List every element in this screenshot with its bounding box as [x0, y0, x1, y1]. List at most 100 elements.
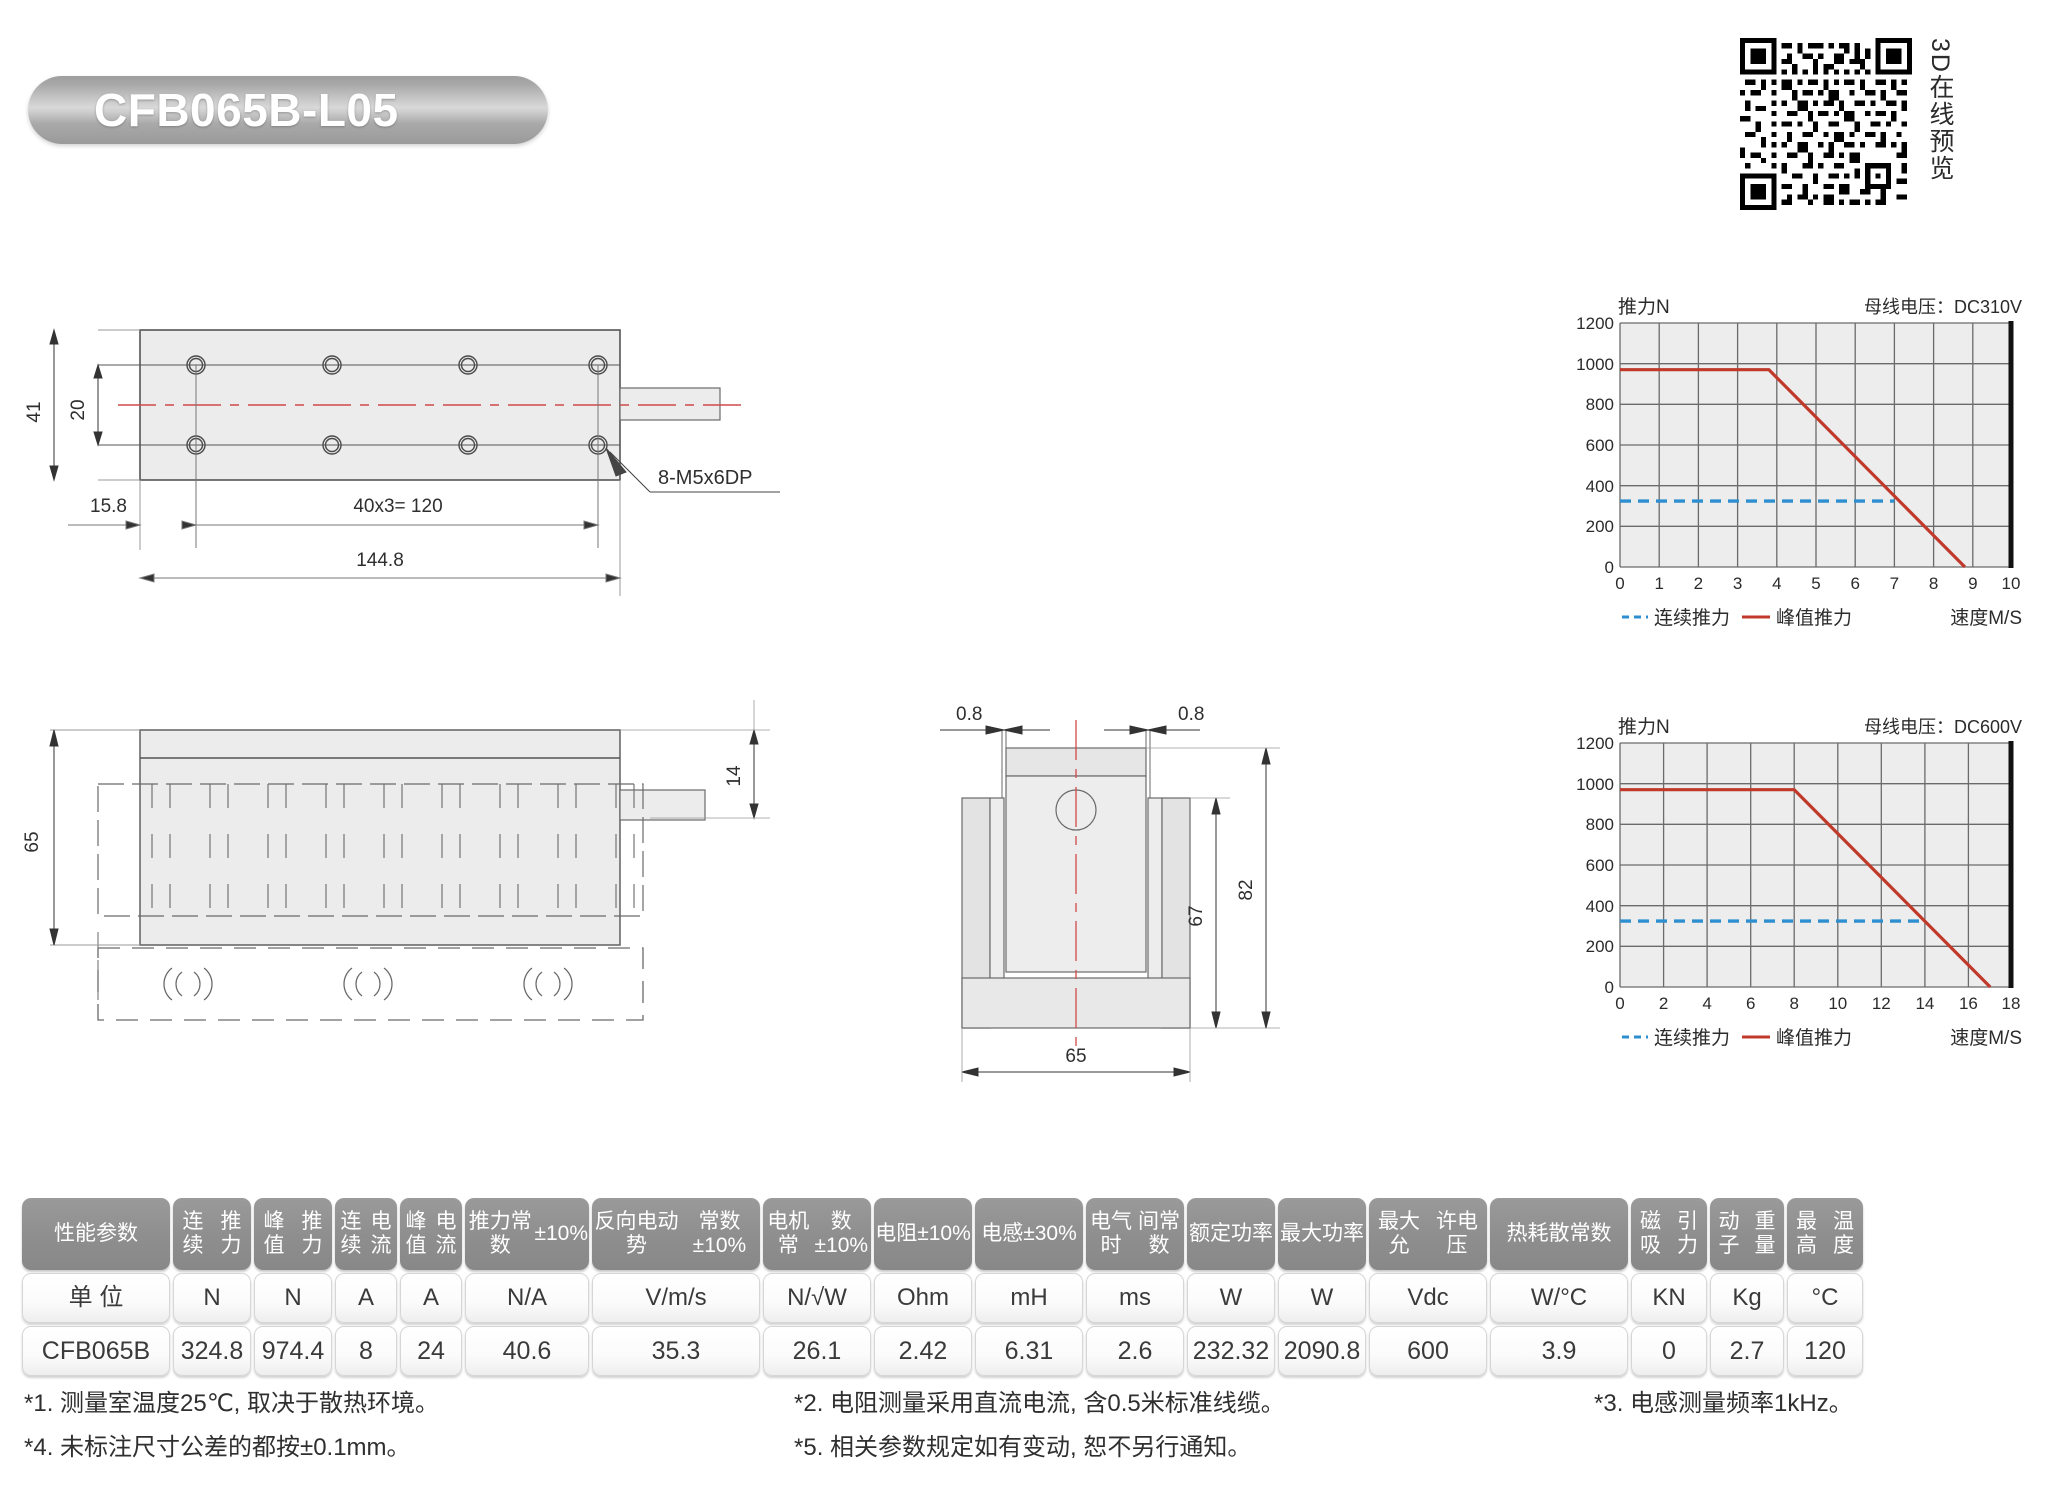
table-header-cell-5: 推力常数 ±10%	[465, 1198, 589, 1270]
footnote-2: *2. 电阻测量采用直流电流, 含0.5米标准线缆。	[794, 1389, 1285, 1417]
table-unit-cell-11: W	[1187, 1273, 1275, 1323]
chart-310-ylabel: 推力N	[1618, 296, 1670, 318]
dim-144-8: 144.8	[356, 550, 404, 571]
svg-text:7: 7	[1890, 574, 1899, 593]
table-unit-cell-16: Kg	[1710, 1273, 1784, 1323]
legend-peak-310: 峰值推力	[1776, 607, 1852, 629]
chart-600-xlabel: 速度M/S	[1950, 1027, 2022, 1049]
table-unit-cell-6: V/m/s	[592, 1273, 760, 1323]
footnote-4: *4. 未标注尺寸公差的都按±0.1mm。	[24, 1433, 411, 1461]
table-unit-cell-4: A	[400, 1273, 462, 1323]
force-speed-chart-dc600: 推力N 母线电压：DC600V 1200 1000 800	[1570, 715, 2030, 1065]
table-unit-cell-13: Vdc	[1369, 1273, 1487, 1323]
footnotes-block: *1. 测量室温度25℃, 取决于散热环境。 *2. 电阻测量采用直流电流, 含…	[24, 1378, 2024, 1466]
legend-continuous-600: 连续推力	[1654, 1027, 1730, 1049]
svg-text:0: 0	[1605, 558, 1614, 577]
table-value-cell-15: 0	[1631, 1326, 1707, 1376]
table-value-cell-9: 6.31	[975, 1326, 1083, 1376]
table-header-cell-17: 最高 温度	[1787, 1198, 1863, 1270]
footnote-3: *3. 电感测量频率1kHz。	[1594, 1389, 1853, 1417]
svg-text:5: 5	[1811, 574, 1820, 593]
table-unit-cell-9: mH	[975, 1273, 1083, 1323]
svg-text:1200: 1200	[1576, 314, 1614, 333]
table-value-cell-8: 2.42	[874, 1326, 972, 1376]
chart-600-legend: 连续推力 峰值推力	[1622, 1027, 1852, 1049]
table-unit-cell-2: N	[254, 1273, 332, 1323]
svg-text:10: 10	[1828, 994, 1847, 1013]
table-unit-cell-5: N/A	[465, 1273, 589, 1323]
table-value-cell-17: 120	[1787, 1326, 1863, 1376]
table-header-cell-7: 电机常 数±10%	[763, 1198, 871, 1270]
table-value-cell-3: 8	[335, 1326, 397, 1376]
qr-preview-block[interactable]: 3D在线预览	[1740, 38, 1958, 210]
svg-text:14: 14	[1915, 994, 1934, 1013]
dim-gap-right: 0.8	[1178, 704, 1204, 725]
svg-text:800: 800	[1586, 815, 1614, 834]
table-unit-cell-12: W	[1278, 1273, 1366, 1323]
dim-82: 82	[1236, 879, 1257, 900]
svg-text:3: 3	[1733, 574, 1742, 593]
table-value-cell-14: 3.9	[1490, 1326, 1628, 1376]
table-value-cell-13: 600	[1369, 1326, 1487, 1376]
qr-code-icon[interactable]	[1740, 38, 1912, 210]
svg-text:400: 400	[1586, 477, 1614, 496]
table-header-cell-12: 最大 功率	[1278, 1198, 1366, 1270]
svg-text:18: 18	[2002, 994, 2021, 1013]
footnote-1: *1. 测量室温度25℃, 取决于散热环境。	[24, 1389, 440, 1417]
svg-text:8: 8	[1929, 574, 1938, 593]
svg-text:0: 0	[1615, 574, 1624, 593]
front-view-drawing: 65 14	[22, 700, 770, 1021]
svg-text:2: 2	[1694, 574, 1703, 593]
table-header-cell-9: 电感 ±30%	[975, 1198, 1083, 1270]
table-unit-cell-7: N/√W	[763, 1273, 871, 1323]
table-value-cell-11: 232.32	[1187, 1326, 1275, 1376]
svg-text:800: 800	[1586, 395, 1614, 414]
dim-15-8: 15.8	[90, 496, 127, 517]
table-value-cell-4: 24	[400, 1326, 462, 1376]
callout-thread: 8-M5x6DP	[658, 467, 752, 489]
table-unit-cell-15: KN	[1631, 1273, 1707, 1323]
force-speed-chart-dc310: 推力N 母线电压：DC310V	[1570, 295, 2030, 645]
table-value-cell-12: 2090.8	[1278, 1326, 1366, 1376]
table-unit-cell-3: A	[335, 1273, 397, 1323]
svg-text:600: 600	[1586, 436, 1614, 455]
table-value-cell-1: 324.8	[173, 1326, 251, 1376]
table-value-cell-0: CFB065B	[22, 1326, 170, 1376]
table-value-cell-16: 2.7	[1710, 1326, 1784, 1376]
page-title: CFB065B-L05	[94, 84, 399, 136]
table-header-cell-1: 连续 推力	[173, 1198, 251, 1270]
dim-41: 41	[24, 401, 45, 422]
table-value-cell-2: 974.4	[254, 1326, 332, 1376]
legend-continuous-310: 连续推力	[1654, 607, 1730, 629]
svg-text:1200: 1200	[1576, 734, 1614, 753]
svg-text:1000: 1000	[1576, 775, 1614, 794]
table-unit-row: 单 位 N N A A N/A V/m/s N/√W Ohm mH ms W W Vdc W/°C KN Kg °…	[22, 1273, 2028, 1323]
dim-gap-left: 0.8	[956, 704, 982, 725]
table-header-cell-16: 动子 重量	[1710, 1198, 1784, 1270]
table-header-cell-14: 热耗 散常数	[1490, 1198, 1628, 1270]
svg-text:4: 4	[1702, 994, 1711, 1013]
dim-65-front: 65	[22, 831, 43, 852]
chart-310-bus-voltage: 母线电压：DC310V	[1864, 297, 2022, 317]
table-header-cell-8: 电阻 ±10%	[874, 1198, 972, 1270]
table-unit-cell-17: °C	[1787, 1273, 1863, 1323]
qr-caption-label: 3D在线预览	[1926, 38, 1954, 182]
table-value-cell-5: 40.6	[465, 1326, 589, 1376]
dim-40x3-120: 40x3= 120	[353, 496, 442, 517]
table-header-cell-15: 磁吸 引力	[1631, 1198, 1707, 1270]
svg-text:10: 10	[2002, 574, 2021, 593]
table-value-cell-7: 26.1	[763, 1326, 871, 1376]
table-header-cell-11: 额定 功率	[1187, 1198, 1275, 1270]
svg-text:400: 400	[1586, 897, 1614, 916]
svg-text:200: 200	[1586, 937, 1614, 956]
table-header-cell-2: 峰值 推力	[254, 1198, 332, 1270]
table-unit-cell-10: ms	[1086, 1273, 1184, 1323]
table-unit-cell-14: W/°C	[1490, 1273, 1628, 1323]
dim-14: 14	[724, 765, 745, 787]
table-header-cell-13: 最大允 许电压	[1369, 1198, 1487, 1270]
table-header-cell-6: 反向电动势 常数±10%	[592, 1198, 760, 1270]
table-unit-cell-0: 单 位	[22, 1273, 170, 1323]
table-header-row: 性能参数 连续 推力 峰值 推力 连续 电流 峰值 电流 推力常数 ±10% 反向电动势 常数±10% 电…	[22, 1198, 2028, 1270]
svg-text:6: 6	[1746, 994, 1755, 1013]
legend-peak-600: 峰值推力	[1776, 1027, 1852, 1049]
